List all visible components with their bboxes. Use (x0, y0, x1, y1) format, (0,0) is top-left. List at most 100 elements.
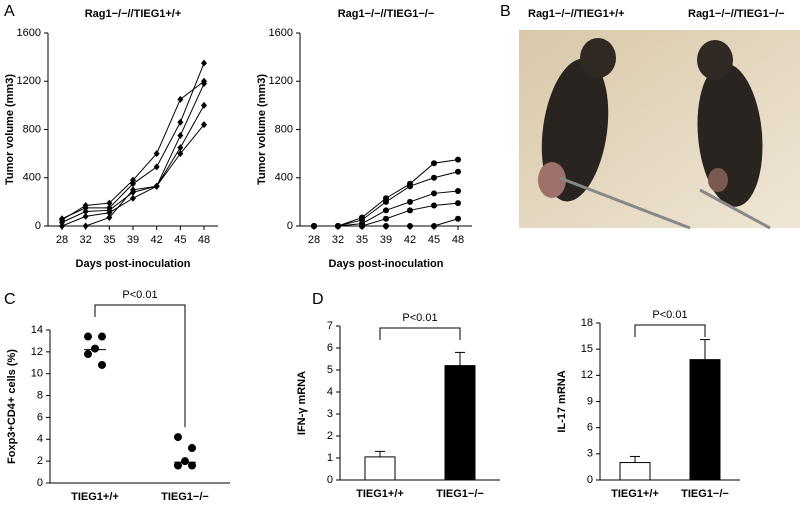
marker (201, 80, 207, 88)
dot (174, 461, 182, 470)
marker (455, 156, 461, 163)
y-axis-label: IL-17 mRNA (556, 370, 568, 432)
dot (188, 461, 196, 470)
y-tick-label: 0 (35, 220, 41, 232)
marker (153, 163, 160, 171)
y-tick-label: 12 (581, 369, 593, 381)
y-tick-label: 3 (327, 408, 333, 420)
x-tick-label: 35 (103, 234, 115, 246)
y-tick-label: 1600 (269, 27, 293, 39)
bar (689, 359, 721, 481)
marker (82, 204, 89, 212)
marker (59, 218, 65, 226)
y-tick-label: 15 (581, 343, 593, 355)
significance-bracket (94, 304, 186, 428)
y-tick-label: 2 (37, 455, 43, 467)
x-tick-label: TIEG1−/− (436, 488, 484, 500)
marker (130, 186, 136, 194)
y-tick-label: 6 (587, 422, 593, 434)
marker (177, 144, 184, 152)
bar (364, 456, 396, 481)
x-tick-label: 42 (151, 234, 163, 246)
x-tick-label: 45 (174, 234, 186, 246)
marker (130, 194, 136, 202)
bar (619, 462, 651, 481)
y-tick-label: 10 (31, 368, 43, 380)
chart-title: Rag1−/−//TIEG1−/− (338, 8, 435, 20)
dot (84, 350, 92, 359)
photo: Rag1−/−//TIEG1+/+ Rag1−/−//TIEG1−/− (519, 8, 800, 230)
marker (153, 150, 160, 158)
marker (59, 222, 65, 230)
dot (98, 360, 106, 369)
x-tick-label: 32 (332, 234, 344, 246)
significance-bracket (379, 327, 461, 340)
marker (455, 200, 461, 207)
marker (455, 168, 461, 175)
marker (431, 160, 437, 167)
y-tick-label: 4 (327, 386, 333, 398)
y-tick-label: 400 (275, 172, 293, 184)
dot (91, 344, 99, 353)
marker (82, 222, 89, 230)
marker (431, 202, 437, 209)
marker (201, 59, 207, 67)
dot (181, 457, 189, 466)
y-tick-label: 1 (327, 452, 333, 464)
y-tick-label: 9 (587, 395, 593, 407)
marker (383, 223, 389, 229)
y-axis-label: Foxp3+CD4+ cells (%) (6, 349, 18, 464)
annotation: P<0.01 (652, 309, 687, 321)
x-tick-label: 42 (404, 234, 416, 246)
x-tick-label: 32 (80, 234, 92, 246)
x-tick-label: TIEG1−/− (161, 491, 209, 503)
y-tick-label: 18 (581, 317, 593, 329)
marker (431, 174, 437, 181)
y-tick-label: 0 (587, 474, 593, 486)
x-tick-label: 28 (56, 234, 68, 246)
y-tick-label: 400 (23, 172, 41, 184)
annotation: P<0.01 (402, 312, 437, 324)
panel-label: D (312, 291, 324, 308)
x-tick-label: 35 (356, 234, 368, 246)
panel-label: C (4, 291, 16, 308)
marker (201, 101, 207, 109)
marker (82, 212, 89, 220)
panel-label: A (4, 3, 15, 20)
y-tick-label: 5 (327, 364, 333, 376)
dot (98, 332, 106, 341)
panel-label: B (500, 3, 511, 20)
marker (106, 199, 113, 207)
marker (383, 215, 389, 222)
y-tick-label: 14 (31, 324, 43, 336)
x-tick-label: 39 (127, 234, 139, 246)
photo-label: Rag1−/−//TIEG1−/− (688, 8, 785, 20)
y-tick-label: 1200 (269, 75, 293, 87)
marker (130, 176, 136, 184)
y-tick-label: 6 (37, 411, 43, 423)
marker (455, 188, 461, 195)
marker (431, 190, 437, 197)
dot (84, 332, 92, 341)
marker (455, 215, 461, 222)
y-tick-label: 0 (37, 477, 43, 489)
marker (153, 182, 160, 190)
y-tick-label: 12 (31, 346, 43, 358)
y-tick-label: 6 (327, 342, 333, 354)
y-tick-label: 1200 (17, 75, 41, 87)
marker (177, 95, 184, 103)
marker (59, 215, 65, 223)
x-tick-label: TIEG1+/+ (71, 491, 119, 503)
y-axis-label: Tumor volume (mm3) (4, 74, 16, 185)
y-tick-label: 3 (587, 448, 593, 460)
x-tick-label: 48 (452, 234, 464, 246)
marker (311, 223, 317, 229)
y-axis-label: Tumor volume (mm3) (256, 74, 268, 185)
y-tick-label: 7 (327, 320, 333, 332)
marker (383, 207, 389, 214)
y-tick-label: 800 (275, 123, 293, 135)
x-tick-label: 39 (380, 234, 392, 246)
marker (335, 223, 341, 229)
marker (407, 223, 413, 229)
